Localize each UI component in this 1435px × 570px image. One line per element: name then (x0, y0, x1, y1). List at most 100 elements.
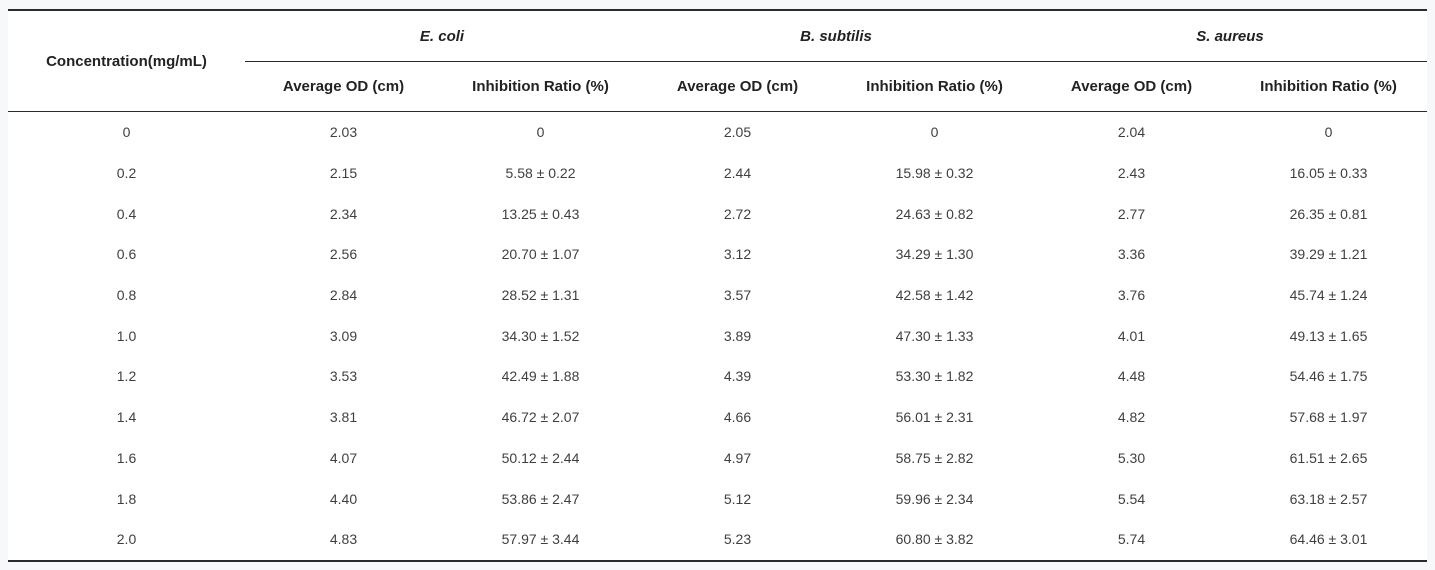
table-row: 1.6 4.07 50.12 ± 2.44 4.97 58.75 ± 2.82 5.30 6… (8, 437, 1427, 479)
value-cell: 2.34 (245, 193, 442, 235)
species-header-saureus: S. aureus (1033, 10, 1427, 62)
value-cell: 3.53 (245, 356, 442, 397)
value-cell: 4.83 (245, 518, 442, 561)
value-cell: 50.12 ± 2.44 (442, 437, 639, 479)
value-cell: 49.13 ± 1.65 (1230, 315, 1427, 357)
concentration-column-header: Concentration(mg/mL) (8, 10, 245, 112)
value-cell: 45.74 ± 1.24 (1230, 274, 1427, 316)
value-cell: 2.15 (245, 152, 442, 194)
value-cell: 15.98 ± 0.32 (836, 152, 1033, 194)
table-row: 1.0 3.09 34.30 ± 1.52 3.89 47.30 ± 1.33 4.01 4… (8, 315, 1427, 357)
concentration-cell: 1.0 (8, 315, 245, 357)
concentration-cell: 2.0 (8, 518, 245, 561)
species-header-row: Concentration(mg/mL) E. coli B. subtilis… (8, 10, 1427, 112)
value-cell: 2.84 (245, 274, 442, 316)
value-cell: 2.03 (245, 111, 442, 153)
value-cell: 4.66 (639, 396, 836, 438)
table-header: Concentration(mg/mL) E. coli B. subtilis… (8, 10, 1427, 112)
value-cell: 58.75 ± 2.82 (836, 437, 1033, 479)
value-cell: 0 (836, 111, 1033, 153)
table-row: 0.6 2.56 20.70 ± 1.07 3.12 34.29 ± 1.30 3.36 3… (8, 234, 1427, 275)
table-row: 0 2.03 0 2.05 0 2.04 0 (8, 111, 1427, 153)
value-cell: 24.63 ± 0.82 (836, 193, 1033, 235)
concentration-cell: 1.6 (8, 437, 245, 479)
value-cell: 53.86 ± 2.47 (442, 478, 639, 519)
value-cell: 3.81 (245, 396, 442, 438)
value-cell: 2.44 (639, 152, 836, 194)
value-cell: 2.04 (1033, 111, 1230, 153)
value-cell: 63.18 ± 2.57 (1230, 478, 1427, 519)
value-cell: 3.12 (639, 234, 836, 275)
inhibition-header-ecoli: Inhibition Ratio (%) (442, 61, 639, 112)
value-cell: 4.48 (1033, 356, 1230, 397)
avg-od-header-ecoli: Average OD (cm) (245, 61, 442, 112)
value-cell: 4.01 (1033, 315, 1230, 357)
table-row: 2.0 4.83 57.97 ± 3.44 5.23 60.80 ± 3.82 5.74 6… (8, 518, 1427, 561)
value-cell: 3.76 (1033, 274, 1230, 316)
value-cell: 26.35 ± 0.81 (1230, 193, 1427, 235)
value-cell: 56.01 ± 2.31 (836, 396, 1033, 438)
value-cell: 46.72 ± 2.07 (442, 396, 639, 438)
value-cell: 5.23 (639, 518, 836, 561)
value-cell: 34.29 ± 1.30 (836, 234, 1033, 275)
value-cell: 42.58 ± 1.42 (836, 274, 1033, 316)
inhibition-header-bsubtilis: Inhibition Ratio (%) (836, 61, 1033, 112)
value-cell: 3.57 (639, 274, 836, 316)
results-table-container: Concentration(mg/mL) E. coli B. subtilis… (8, 9, 1427, 562)
value-cell: 28.52 ± 1.31 (442, 274, 639, 316)
value-cell: 57.97 ± 3.44 (442, 518, 639, 561)
concentration-cell: 0.6 (8, 234, 245, 275)
concentration-cell: 1.2 (8, 356, 245, 397)
value-cell: 39.29 ± 1.21 (1230, 234, 1427, 275)
table-row: 0.8 2.84 28.52 ± 1.31 3.57 42.58 ± 1.42 3.76 4… (8, 274, 1427, 316)
table-body: 0 2.03 0 2.05 0 2.04 0 0.2 2.15 5.58 ± 0.22 2.44 15… (8, 111, 1427, 561)
inhibition-header-saureus: Inhibition Ratio (%) (1230, 61, 1427, 112)
value-cell: 4.07 (245, 437, 442, 479)
table-row: 0.4 2.34 13.25 ± 0.43 2.72 24.63 ± 0.82 2.77 2… (8, 193, 1427, 235)
value-cell: 4.97 (639, 437, 836, 479)
value-cell: 47.30 ± 1.33 (836, 315, 1033, 357)
concentration-cell: 0.4 (8, 193, 245, 235)
value-cell: 3.09 (245, 315, 442, 357)
value-cell: 4.82 (1033, 396, 1230, 438)
value-cell: 0 (442, 111, 639, 153)
value-cell: 57.68 ± 1.97 (1230, 396, 1427, 438)
value-cell: 53.30 ± 1.82 (836, 356, 1033, 397)
value-cell: 59.96 ± 2.34 (836, 478, 1033, 519)
value-cell: 20.70 ± 1.07 (442, 234, 639, 275)
concentration-cell: 0.8 (8, 274, 245, 316)
value-cell: 64.46 ± 3.01 (1230, 518, 1427, 561)
avg-od-header-saureus: Average OD (cm) (1033, 61, 1230, 112)
species-header-ecoli: E. coli (245, 10, 639, 62)
table-row: 1.4 3.81 46.72 ± 2.07 4.66 56.01 ± 2.31 4.82 5… (8, 396, 1427, 438)
value-cell: 4.40 (245, 478, 442, 519)
value-cell: 2.05 (639, 111, 836, 153)
value-cell: 2.77 (1033, 193, 1230, 235)
concentration-cell: 0 (8, 111, 245, 153)
table-row: 1.8 4.40 53.86 ± 2.47 5.12 59.96 ± 2.34 5.54 6… (8, 478, 1427, 519)
value-cell: 3.36 (1033, 234, 1230, 275)
value-cell: 5.12 (639, 478, 836, 519)
value-cell: 16.05 ± 0.33 (1230, 152, 1427, 194)
value-cell: 2.56 (245, 234, 442, 275)
value-cell: 34.30 ± 1.52 (442, 315, 639, 357)
value-cell: 4.39 (639, 356, 836, 397)
measure-header-row: Average OD (cm) Inhibition Ratio (%) Ave… (8, 61, 1427, 112)
value-cell: 5.74 (1033, 518, 1230, 561)
value-cell: 0 (1230, 111, 1427, 153)
table-row: 1.2 3.53 42.49 ± 1.88 4.39 53.30 ± 1.82 4.48 5… (8, 356, 1427, 397)
value-cell: 5.54 (1033, 478, 1230, 519)
table-row: 0.2 2.15 5.58 ± 0.22 2.44 15.98 ± 0.32 2.43 16… (8, 152, 1427, 194)
concentration-cell: 0.2 (8, 152, 245, 194)
value-cell: 42.49 ± 1.88 (442, 356, 639, 397)
value-cell: 2.43 (1033, 152, 1230, 194)
species-header-bsubtilis: B. subtilis (639, 10, 1033, 62)
value-cell: 3.89 (639, 315, 836, 357)
value-cell: 60.80 ± 3.82 (836, 518, 1033, 561)
inhibition-results-table: Concentration(mg/mL) E. coli B. subtilis… (8, 9, 1427, 562)
value-cell: 13.25 ± 0.43 (442, 193, 639, 235)
concentration-cell: 1.8 (8, 478, 245, 519)
concentration-cell: 1.4 (8, 396, 245, 438)
avg-od-header-bsubtilis: Average OD (cm) (639, 61, 836, 112)
value-cell: 5.30 (1033, 437, 1230, 479)
